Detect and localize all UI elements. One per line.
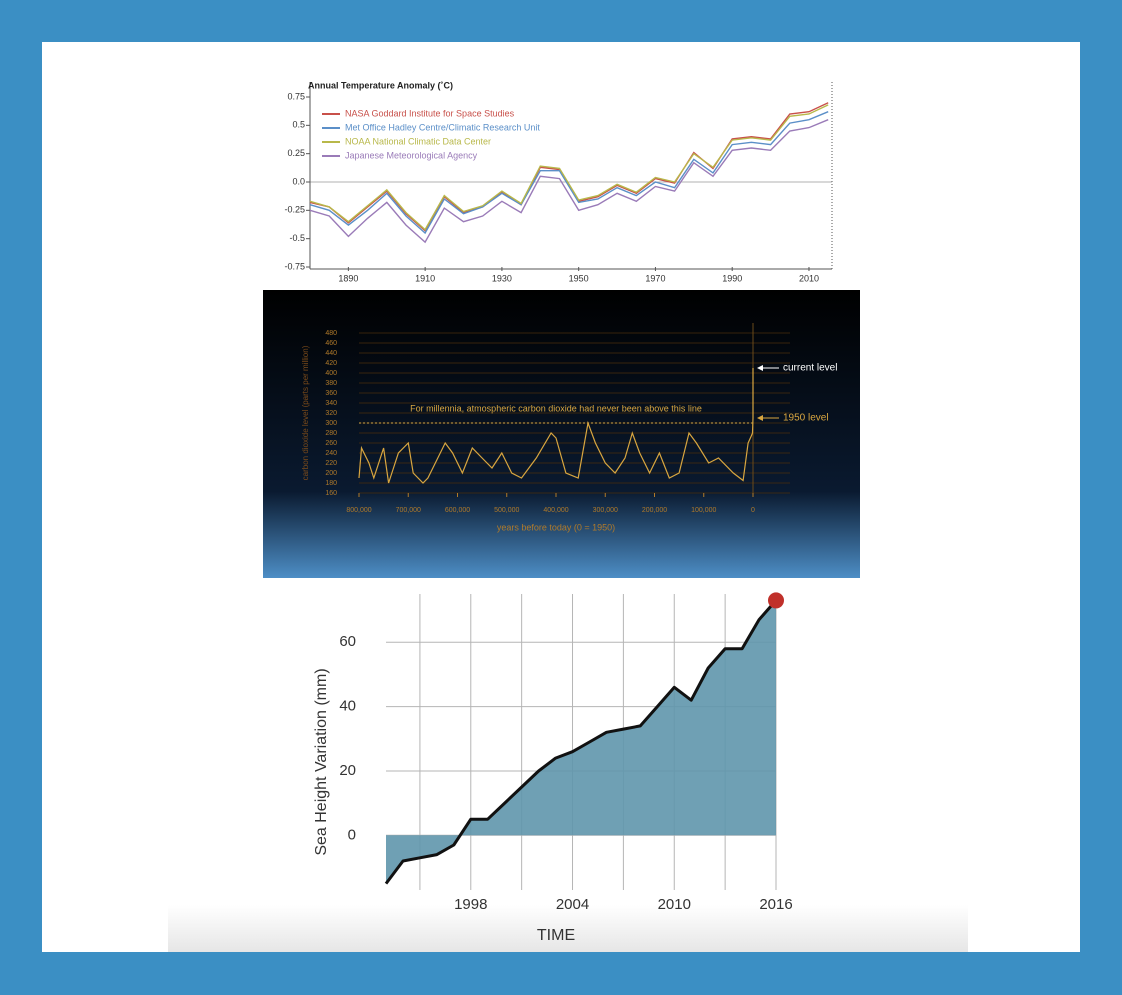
y-tick-label: 260 [325, 440, 337, 447]
x-tick-label: 300,000 [593, 507, 618, 514]
line [384, 599, 778, 885]
line [309, 119, 829, 244]
y-tick-label: 460 [325, 340, 337, 347]
annotation: 1950 level [783, 413, 829, 424]
legend-label: NASA Goddard Institute for Space Studies [345, 108, 515, 118]
y-tick-label: 180 [325, 480, 337, 487]
y-tick-label: 0.75 [287, 91, 305, 101]
y-axis-label: Sea Height Variation (mm) [313, 668, 330, 855]
x-tick-label: 100,000 [691, 507, 716, 514]
y-tick-label: 200 [325, 470, 337, 477]
x-tick-label: 1930 [492, 273, 512, 283]
x-tick-label: 1890 [338, 273, 358, 283]
co2-background [263, 290, 860, 578]
x-tick-label: 2010 [658, 896, 691, 913]
arrow-head [757, 415, 763, 421]
x-tick-label: 0 [751, 507, 755, 514]
annotation: For millennia, atmospheric carbon dioxid… [410, 403, 702, 413]
y-tick-label: 240 [325, 450, 337, 457]
y-tick-label: 340 [325, 400, 337, 407]
y-tick-label: 380 [325, 380, 337, 387]
y-tick-label: 0.5 [292, 120, 305, 130]
x-tick-label: 700,000 [396, 507, 421, 514]
y-tick-label: 420 [325, 360, 337, 367]
y-tick-label: -0.5 [289, 233, 305, 243]
y-tick-label: 20 [339, 762, 356, 779]
x-axis-label: TIME [537, 927, 575, 944]
x-tick-label: 600,000 [445, 507, 470, 514]
y-tick-label: 220 [325, 460, 337, 467]
y-tick-label: 320 [325, 410, 337, 417]
end-marker [768, 592, 784, 609]
y-tick-label: 160 [325, 490, 337, 497]
annotation: current level [783, 363, 837, 374]
y-tick-label: 360 [325, 390, 337, 397]
y-tick-label: 280 [325, 430, 337, 437]
y-tick-label: 60 [339, 633, 356, 650]
y-axis-label: carbon dioxide level (parts per million) [301, 345, 310, 480]
y-tick-label: 0.25 [287, 148, 305, 158]
line [309, 104, 829, 231]
x-tick-label: 200,000 [642, 507, 667, 514]
y-tick-label: 400 [325, 370, 337, 377]
x-axis-label: years before today (0 = 1950) [497, 522, 615, 532]
x-tick-label: 2010 [799, 273, 819, 283]
x-tick-label: 2016 [759, 896, 792, 913]
x-tick-label: 1950 [569, 273, 589, 283]
y-tick-label: -0.25 [284, 205, 305, 215]
legend-label: Met Office Hadley Centre/Climatic Resear… [345, 122, 540, 132]
y-tick-label: 0.0 [292, 176, 305, 186]
x-tick-label: 1990 [722, 273, 742, 283]
arrow-head [757, 365, 763, 371]
y-tick-label: 300 [325, 420, 337, 427]
y-tick-label: -0.75 [284, 261, 305, 271]
x-tick-label: 400,000 [543, 507, 568, 514]
shade [168, 905, 968, 952]
x-tick-label: 1998 [454, 896, 487, 913]
legend-label: Japanese Meteorological Agency [345, 150, 478, 160]
chart-title: Annual Temperature Anomaly (˚C) [308, 80, 453, 90]
x-tick-label: 800,000 [346, 507, 371, 514]
x-tick-label: 1970 [645, 273, 665, 283]
x-tick-label: 1910 [415, 273, 435, 283]
area [386, 600, 776, 884]
y-tick-label: 0 [348, 826, 356, 843]
y-tick-label: 480 [325, 330, 337, 337]
x-tick-label: 2004 [556, 896, 589, 913]
y-tick-label: 440 [325, 350, 337, 357]
y-tick-label: 40 [339, 698, 356, 715]
x-tick-label: 500,000 [494, 507, 519, 514]
legend-label: NOAA National Climatic Data Center [345, 136, 491, 146]
line [358, 368, 754, 484]
line [309, 111, 829, 235]
